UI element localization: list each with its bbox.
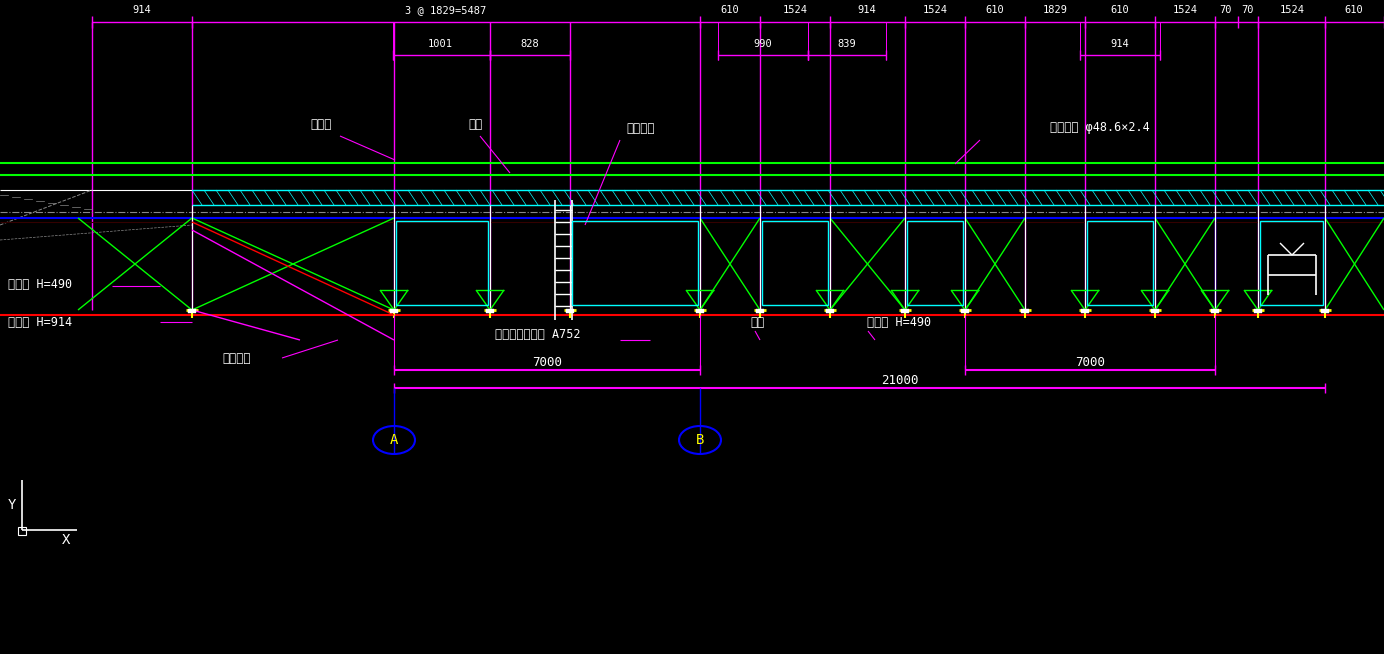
- Bar: [696, 309, 704, 313]
- Text: Y: Y: [8, 498, 17, 512]
- Text: 914: 914: [133, 5, 151, 15]
- Text: B: B: [696, 433, 704, 447]
- Text: 610: 610: [985, 5, 1005, 15]
- Bar: [1259, 221, 1323, 305]
- Text: 調整枠 H=490: 調整枠 H=490: [866, 315, 931, 328]
- Bar: [1081, 309, 1089, 313]
- Bar: [390, 309, 399, 313]
- Text: 1001: 1001: [428, 39, 453, 49]
- Text: 21000: 21000: [882, 373, 919, 387]
- Bar: [826, 309, 835, 313]
- Bar: [1151, 309, 1158, 313]
- Text: 828: 828: [520, 39, 540, 49]
- Text: 610: 610: [1110, 5, 1129, 15]
- Text: 7000: 7000: [1075, 356, 1104, 368]
- Bar: [566, 309, 574, 313]
- Bar: [907, 221, 963, 305]
- Text: ジャッキベース A752: ジャッキベース A752: [495, 328, 580, 341]
- Bar: [756, 309, 764, 313]
- Bar: [572, 221, 698, 305]
- Bar: [960, 309, 969, 313]
- Text: 3 @ 1829=5487: 3 @ 1829=5487: [406, 5, 487, 15]
- Text: 調整枠 H=914: 調整枠 H=914: [8, 315, 72, 328]
- Text: 巾木: 巾木: [468, 118, 482, 131]
- Text: 914: 914: [1110, 39, 1129, 49]
- Text: 垂直梯子: 垂直梯子: [626, 122, 655, 135]
- Bar: [1086, 221, 1153, 305]
- Text: 頭ツナギ φ48.6×2.4: 頭ツナギ φ48.6×2.4: [1050, 122, 1150, 135]
- Bar: [188, 309, 197, 313]
- Bar: [1021, 309, 1028, 313]
- Text: 610: 610: [1345, 5, 1363, 15]
- Bar: [1211, 309, 1219, 313]
- Text: 610: 610: [721, 5, 739, 15]
- Bar: [1254, 309, 1262, 313]
- Bar: [396, 221, 489, 305]
- Text: 調整枠 H=490: 調整枠 H=490: [8, 277, 72, 290]
- Text: 1524: 1524: [1172, 5, 1197, 15]
- Text: 手摺柱: 手摺柱: [310, 118, 331, 131]
- Text: 単管調整: 単管調整: [221, 351, 251, 364]
- Bar: [1320, 309, 1329, 313]
- Text: 70: 70: [1241, 5, 1254, 15]
- Text: 990: 990: [754, 39, 772, 49]
- Text: 7000: 7000: [531, 356, 562, 368]
- Text: 1524: 1524: [1279, 5, 1305, 15]
- Bar: [486, 309, 494, 313]
- Text: A: A: [390, 433, 399, 447]
- Bar: [18, 527, 26, 535]
- Text: 70: 70: [1219, 5, 1232, 15]
- Text: 1524: 1524: [923, 5, 948, 15]
- Text: 1524: 1524: [782, 5, 807, 15]
- Text: X: X: [62, 533, 71, 547]
- Text: 1829: 1829: [1042, 5, 1067, 15]
- Text: 914: 914: [858, 5, 876, 15]
- Text: 敷板: 敷板: [750, 315, 764, 328]
- Bar: [763, 221, 828, 305]
- Bar: [901, 309, 909, 313]
- Text: 839: 839: [837, 39, 857, 49]
